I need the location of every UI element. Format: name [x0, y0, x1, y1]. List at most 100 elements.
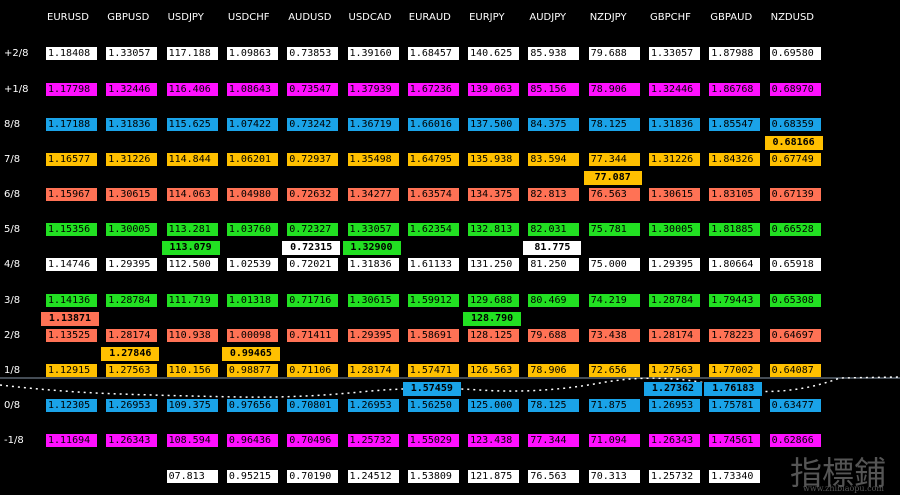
- level-label: 1/8: [4, 365, 21, 376]
- level-cell: 1.25732: [649, 470, 700, 483]
- current-price: 1.76183: [704, 382, 763, 396]
- level-cell: 114.844: [166, 153, 218, 166]
- level-cell: 75.000: [588, 258, 640, 271]
- level-label: 8/8: [4, 119, 21, 130]
- level-cell: 1.17188: [46, 118, 97, 131]
- level-cell: 137.500: [468, 118, 520, 131]
- level-cell: 135.938: [468, 153, 520, 166]
- level-cell: 0.95215: [226, 470, 278, 483]
- level-cell: 1.58691: [407, 329, 459, 342]
- level-cell: 1.59912: [407, 294, 459, 307]
- level-label: +1/8: [4, 84, 29, 95]
- level-cell: 1.85547: [709, 118, 761, 131]
- level-cell: 1.28784: [106, 294, 158, 307]
- current-price: 1.32900: [342, 241, 401, 255]
- level-cell: 1.11694: [46, 434, 97, 447]
- level-cell: 1.30615: [347, 294, 399, 307]
- level-cell: 0.65918: [769, 258, 821, 271]
- level-cell: 1.28174: [347, 364, 399, 377]
- level-cell: 1.26343: [106, 434, 158, 447]
- level-cell: 80.469: [528, 294, 580, 307]
- column-header: USDCAD: [348, 12, 392, 23]
- level-cell: 1.31836: [649, 118, 700, 131]
- level-cell: 1.03760: [226, 223, 278, 236]
- level-cell: 1.74561: [709, 434, 761, 447]
- level-cell: 1.12305: [46, 399, 97, 412]
- level-cell: 1.18408: [46, 47, 97, 60]
- level-cell: 1.14746: [46, 258, 97, 271]
- level-cell: 1.30615: [649, 188, 700, 201]
- level-cell: 112.500: [166, 258, 218, 271]
- level-cell: 1.62354: [407, 223, 459, 236]
- level-cell: 0.71716: [287, 294, 339, 307]
- level-cell: 116.406: [166, 83, 218, 96]
- level-cell: 1.31226: [649, 153, 700, 166]
- level-cell: 1.04980: [226, 188, 278, 201]
- level-cell: 84.375: [528, 118, 580, 131]
- level-cell: 1.66016: [407, 118, 459, 131]
- level-cell: 1.67236: [407, 83, 459, 96]
- level-cell: 132.813: [468, 223, 520, 236]
- current-price: 0.68166: [764, 136, 823, 150]
- current-price: 0.99465: [221, 347, 280, 361]
- level-cell: 1.83105: [709, 188, 761, 201]
- level-cell: 1.39160: [347, 47, 399, 60]
- column-header: GBPAUD: [710, 12, 753, 23]
- column-header: USDCHF: [227, 12, 270, 23]
- level-cell: 1.09863: [226, 47, 278, 60]
- level-cell: 1.81885: [709, 223, 761, 236]
- level-cell: 139.063: [468, 83, 520, 96]
- level-cell: 1.02539: [226, 258, 278, 271]
- level-cell: 1.28174: [649, 329, 700, 342]
- level-cell: 1.75781: [709, 399, 761, 412]
- current-price: 0.72315: [282, 241, 341, 255]
- current-price: 1.13871: [41, 312, 99, 326]
- level-cell: 0.73547: [287, 83, 339, 96]
- level-cell: 117.188: [166, 47, 218, 60]
- level-cell: 82.031: [528, 223, 580, 236]
- level-cell: 0.73242: [287, 118, 339, 131]
- level-cell: 1.64795: [407, 153, 459, 166]
- level-cell: 1.68457: [407, 47, 459, 60]
- level-cell: 1.27563: [106, 364, 158, 377]
- level-cell: 0.72327: [287, 223, 339, 236]
- current-price: 113.079: [161, 241, 220, 255]
- level-cell: 1.30615: [106, 188, 158, 201]
- level-cell: 1.78223: [709, 329, 761, 342]
- level-cell: 115.625: [166, 118, 218, 131]
- level-cell: 1.08643: [226, 83, 278, 96]
- level-cell: 121.875: [468, 470, 520, 483]
- level-cell: 128.125: [468, 329, 520, 342]
- level-cell: 0.71411: [287, 329, 339, 342]
- column-header: GBPCHF: [650, 12, 691, 23]
- level-cell: 140.625: [468, 47, 520, 60]
- level-cell: 1.36719: [347, 118, 399, 131]
- current-price: 128.790: [463, 312, 522, 326]
- level-cell: 126.563: [468, 364, 520, 377]
- level-cell: 111.719: [166, 294, 218, 307]
- level-cell: 1.16577: [46, 153, 97, 166]
- level-cell: 0.65308: [769, 294, 821, 307]
- level-cell: 1.15356: [46, 223, 97, 236]
- level-cell: 0.70190: [287, 470, 339, 483]
- level-cell: 0.72937: [287, 153, 339, 166]
- column-header: NZDJPY: [589, 12, 627, 23]
- level-cell: 1.00098: [226, 329, 278, 342]
- level-cell: 0.96436: [226, 434, 278, 447]
- level-label: -1/8: [4, 435, 24, 446]
- level-cell: 77.344: [588, 153, 640, 166]
- watermark-title: 指標鋪: [789, 454, 886, 492]
- level-cell: 129.688: [468, 294, 520, 307]
- level-cell: 0.66528: [769, 223, 821, 236]
- level-cell: 79.688: [588, 47, 640, 60]
- level-cell: 1.33057: [347, 223, 399, 236]
- level-cell: 1.55029: [407, 434, 459, 447]
- level-cell: 1.27563: [649, 364, 700, 377]
- level-cell: 114.063: [166, 188, 218, 201]
- level-cell: 07.813: [166, 470, 218, 483]
- level-cell: 1.26343: [649, 434, 700, 447]
- level-cell: 131.250: [468, 258, 520, 271]
- level-cell: 109.375: [166, 399, 218, 412]
- level-cell: 1.17798: [46, 83, 97, 96]
